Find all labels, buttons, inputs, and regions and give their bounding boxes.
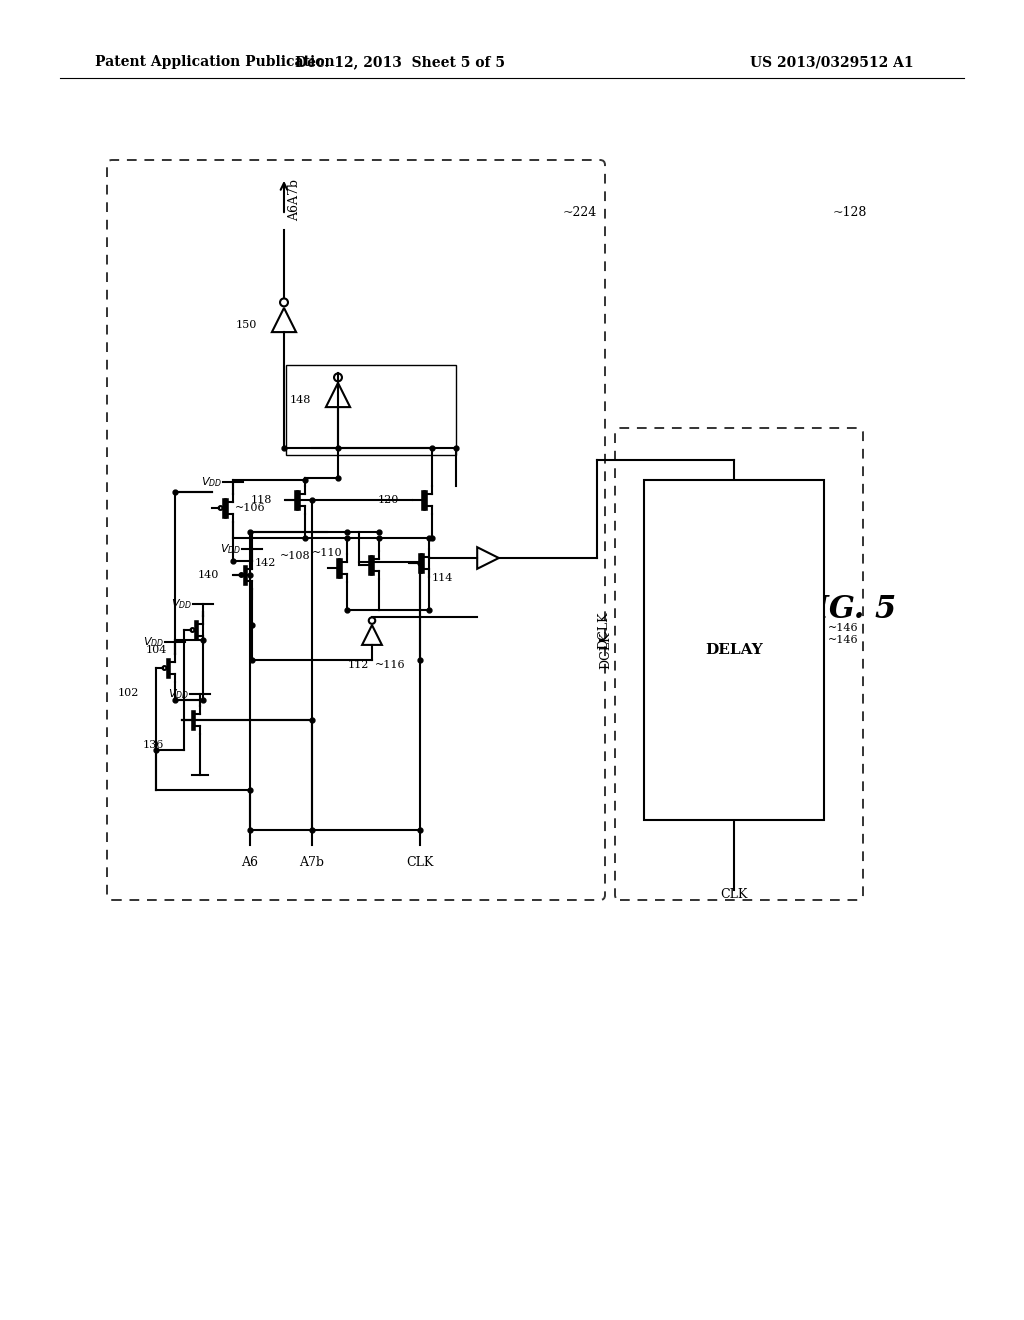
Text: 120: 120 [378, 495, 398, 506]
Text: CLK: CLK [720, 888, 748, 902]
Text: 114: 114 [431, 573, 453, 583]
Text: 102: 102 [118, 688, 139, 698]
Text: Patent Application Publication: Patent Application Publication [95, 55, 335, 69]
Text: 142: 142 [254, 558, 275, 568]
Text: $V_{DD}$: $V_{DD}$ [219, 543, 241, 556]
Text: ~128: ~128 [833, 206, 867, 219]
Text: $V_{DD}$: $V_{DD}$ [171, 598, 191, 611]
Text: US 2013/0329512 A1: US 2013/0329512 A1 [750, 55, 913, 69]
Text: ~106: ~106 [236, 503, 266, 513]
Text: ~146: ~146 [828, 635, 859, 645]
Text: ~224: ~224 [563, 206, 597, 219]
Text: 150: 150 [236, 319, 257, 330]
Bar [286, 366, 456, 455]
Text: A6: A6 [242, 855, 258, 869]
Bar [644, 480, 824, 820]
Text: 118: 118 [251, 495, 271, 506]
Text: A6A7b: A6A7b [288, 180, 301, 220]
Text: ~116: ~116 [375, 660, 406, 671]
Text: 148: 148 [290, 395, 311, 405]
Text: ~110: ~110 [312, 548, 343, 558]
Text: $V_{DD}$: $V_{DD}$ [201, 475, 222, 490]
Text: CLK: CLK [407, 855, 434, 869]
Text: $V_{DD}$: $V_{DD}$ [168, 688, 188, 701]
Text: 104: 104 [145, 645, 167, 655]
Text: ~108: ~108 [281, 550, 311, 561]
Text: A7b: A7b [299, 855, 325, 869]
Text: $V_{DD}$: $V_{DD}$ [142, 635, 164, 649]
Text: ~146: ~146 [828, 623, 859, 634]
Text: DELAY: DELAY [706, 643, 763, 657]
Text: Dec. 12, 2013  Sheet 5 of 5: Dec. 12, 2013 Sheet 5 of 5 [295, 55, 505, 69]
Text: FIG. 5: FIG. 5 [794, 594, 897, 626]
Text: 136: 136 [142, 741, 164, 750]
Text: DCLK: DCLK [597, 611, 610, 648]
Text: DCLK: DCLK [599, 631, 612, 669]
Text: 140: 140 [198, 570, 219, 579]
Text: 112: 112 [347, 660, 369, 671]
